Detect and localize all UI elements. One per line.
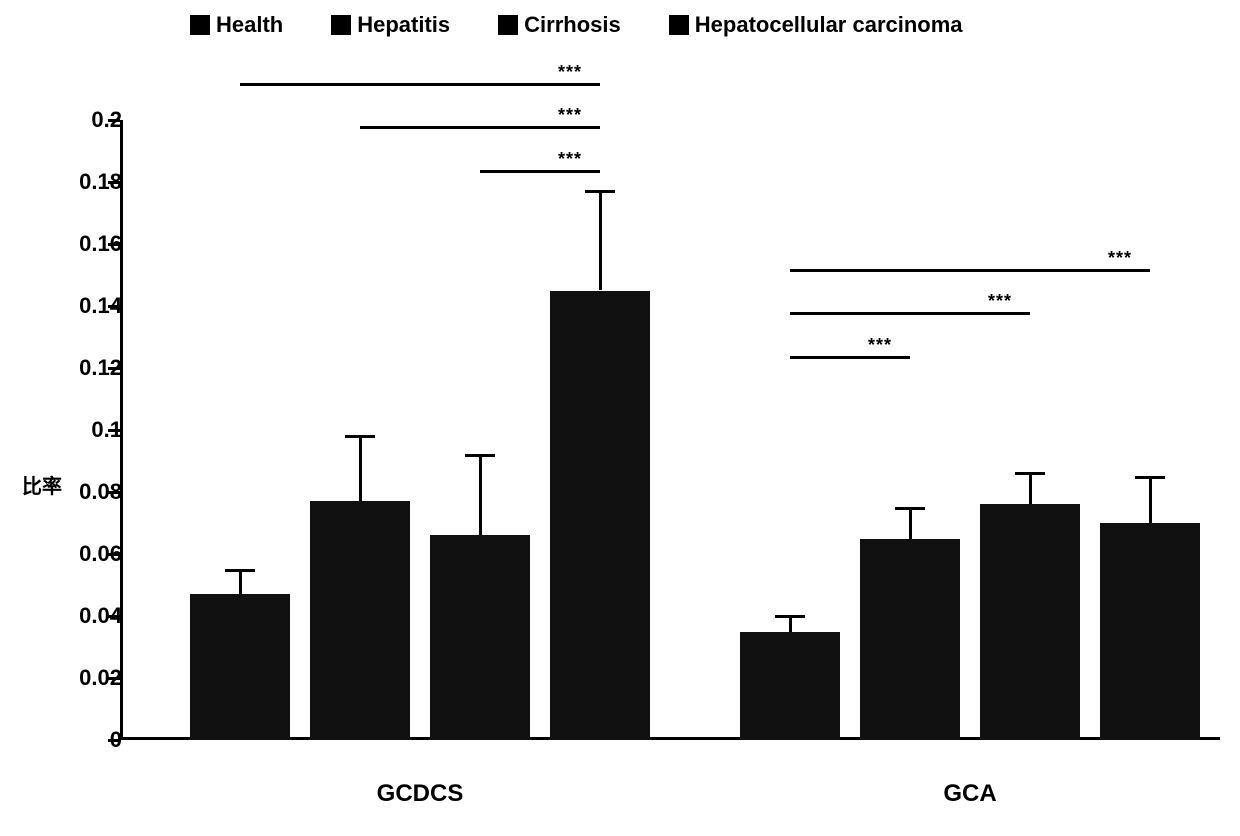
y-tick-label: 0.2: [22, 107, 122, 133]
significance-line: [790, 356, 910, 359]
legend-item: Cirrhosis: [498, 12, 621, 38]
error-bar-stem: [789, 616, 792, 632]
legend-item: Health: [190, 12, 283, 38]
bar: [860, 539, 960, 741]
error-bar-stem: [479, 455, 482, 536]
plot-area: ******************: [120, 120, 1220, 740]
error-bar-cap: [345, 435, 375, 438]
bar: [190, 594, 290, 740]
y-tick-label: 0: [22, 727, 122, 753]
legend-item: Hepatitis: [331, 12, 450, 38]
error-bar-stem: [359, 436, 362, 501]
y-tick-label: 0.12: [22, 355, 122, 381]
legend-label: Hepatocellular carcinoma: [695, 12, 963, 38]
error-bar-cap: [775, 615, 805, 618]
significance-label: ***: [558, 62, 582, 83]
significance-line: [790, 312, 1030, 315]
error-bar-cap: [1015, 472, 1045, 475]
bar: [1100, 523, 1200, 740]
legend-swatch-icon: [498, 15, 518, 35]
bar: [310, 501, 410, 740]
significance-line: [360, 126, 600, 129]
bar: [980, 504, 1080, 740]
legend-label: Cirrhosis: [524, 12, 621, 38]
error-bar-cap: [895, 507, 925, 510]
y-tick-label: 0.16: [22, 231, 122, 257]
error-bar-cap: [1135, 476, 1165, 479]
bar: [430, 535, 530, 740]
legend-swatch-icon: [331, 15, 351, 35]
legend-label: Health: [216, 12, 283, 38]
error-bar-cap: [225, 569, 255, 572]
significance-label: ***: [868, 335, 892, 356]
bar: [740, 632, 840, 741]
error-bar-cap: [585, 190, 615, 193]
y-tick-label: 0.18: [22, 169, 122, 195]
x-category-label: GCDCS: [377, 780, 464, 808]
significance-line: [240, 83, 600, 86]
significance-label: ***: [1108, 248, 1132, 269]
error-bar-stem: [909, 508, 912, 539]
significance-line: [480, 170, 600, 173]
error-bar-stem: [599, 191, 602, 290]
legend-swatch-icon: [190, 15, 210, 35]
x-category-label: GCA: [943, 780, 996, 808]
legend-item: Hepatocellular carcinoma: [669, 12, 963, 38]
legend-swatch-icon: [669, 15, 689, 35]
significance-line: [790, 269, 1150, 272]
error-bar-stem: [1149, 477, 1152, 524]
bar: [550, 291, 650, 741]
significance-label: ***: [988, 291, 1012, 312]
y-tick-label: 0.14: [22, 293, 122, 319]
y-tick-label: 0.02: [22, 665, 122, 691]
y-tick-label: 0.06: [22, 541, 122, 567]
significance-label: ***: [558, 149, 582, 170]
error-bar-stem: [239, 570, 242, 595]
error-bar-cap: [465, 454, 495, 457]
y-tick-label: 0.08: [22, 479, 122, 505]
y-tick-label: 0.1: [22, 417, 122, 443]
legend-label: Hepatitis: [357, 12, 450, 38]
legend: Health Hepatitis Cirrhosis Hepatocellula…: [190, 12, 963, 38]
error-bar-stem: [1029, 473, 1032, 504]
significance-label: ***: [558, 105, 582, 126]
y-tick-label: 0.04: [22, 603, 122, 629]
